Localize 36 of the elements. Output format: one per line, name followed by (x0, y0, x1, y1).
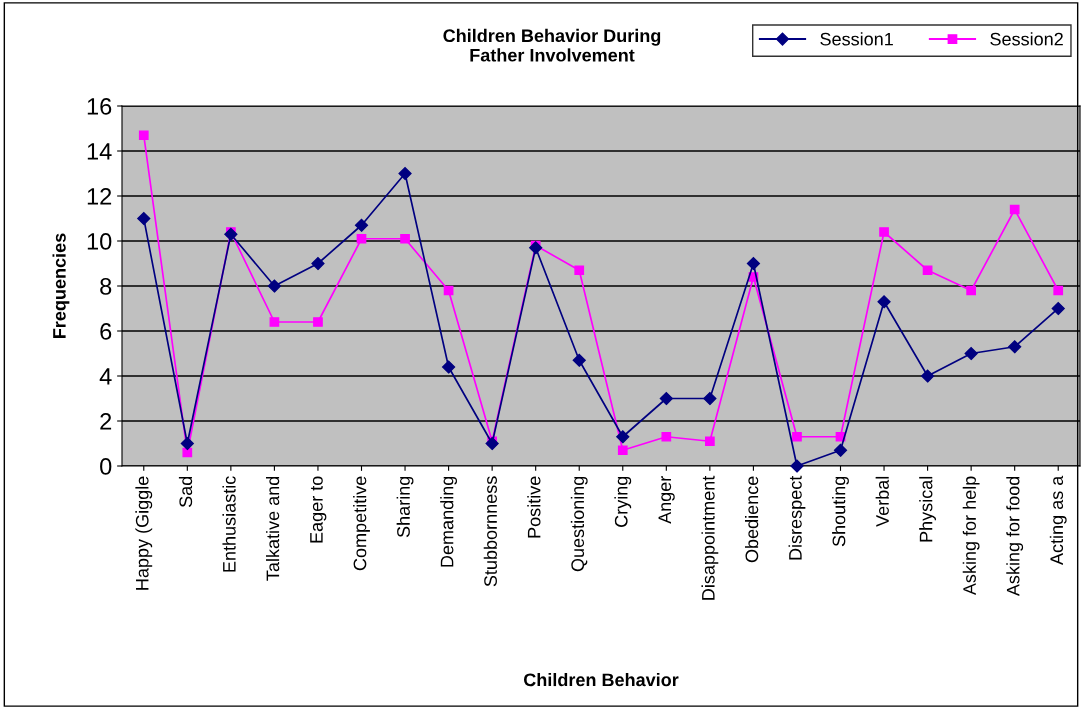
x-tick-label: Physical (919, 476, 937, 542)
y-tick-label: 6 (100, 323, 112, 340)
legend-label: Session2 (990, 32, 1063, 46)
x-tick-label: Sad (178, 476, 193, 508)
x-tick-label: Asking for help (962, 476, 980, 596)
x-tick-label: Shouting (832, 476, 849, 547)
x-tick-label: Crying (614, 476, 632, 527)
y-tick-label: 14 (87, 143, 112, 160)
x-axis-title: Children Behavior (523, 673, 679, 687)
x-tick-label: Sharing (396, 476, 414, 538)
y-tick-label: 2 (100, 413, 112, 430)
x-tick-label: Acting as a (1049, 475, 1067, 566)
x-tick-label: Positive (527, 476, 541, 538)
x-tick-label: Disrespect (788, 475, 806, 560)
x-tick-label: Competitive (353, 476, 370, 571)
x-tick-label: Stubbornness (483, 476, 497, 587)
x-tick-label: Eager to (310, 476, 327, 543)
chart-title: Children Behavior During Father Involvement (443, 28, 661, 62)
legend-label: Session1 (820, 32, 893, 46)
x-tick-label: Enthusiastic (222, 476, 236, 572)
x-tick-label: Verbal (875, 476, 889, 527)
x-tick-label: Asking for food (1006, 476, 1024, 597)
x-tick-label: Disappointment (701, 475, 719, 600)
y-tick-label: 8 (100, 278, 112, 295)
y-tick-label: 10 (87, 233, 112, 250)
x-tick-label: Talkative and (265, 476, 280, 581)
y-axis-title: Frequencies (52, 233, 70, 338)
x-tick-label: Demanding (440, 476, 458, 567)
x-tick-label: Anger (658, 476, 675, 524)
y-tick-label: 0 (100, 458, 112, 475)
y-tick-label: 16 (87, 98, 112, 115)
x-tick-label: Happy (Giggle (135, 476, 153, 590)
y-tick-label: 12 (87, 188, 112, 205)
x-tick-label: Questioning (570, 476, 588, 572)
y-tick-label: 4 (99, 368, 112, 385)
x-tick-label: Obedience (744, 476, 759, 563)
